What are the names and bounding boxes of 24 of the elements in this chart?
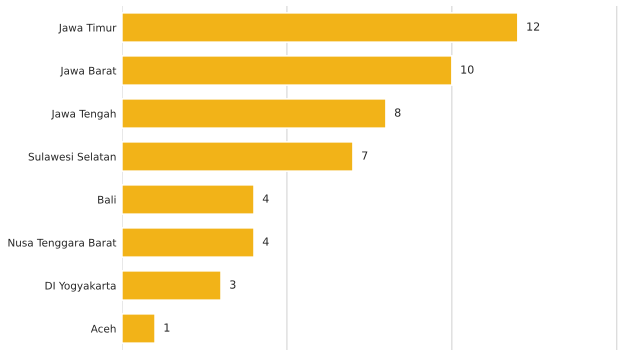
bar	[122, 141, 354, 172]
data-label: 4	[262, 194, 269, 203]
bar	[122, 98, 387, 129]
y-tick-label: Bali	[98, 196, 116, 204]
y-tick-label: Aceh	[90, 324, 116, 333]
bar	[122, 313, 156, 344]
data-label: 3	[230, 280, 236, 289]
bar	[122, 55, 452, 86]
data-label: 10	[461, 65, 474, 74]
y-tick-label: Jawa Tengah	[51, 110, 116, 120]
data-label: 4	[262, 237, 269, 246]
bar	[122, 184, 255, 215]
bar	[122, 12, 518, 43]
y-tick-label: Nusa Tenggara Barat	[8, 238, 116, 249]
data-label: 8	[394, 108, 400, 117]
y-tick-label: Sulawesi Selatan	[28, 152, 116, 161]
data-label: 12	[527, 22, 540, 31]
y-tick-label: Jawa Timur	[58, 24, 116, 34]
bar	[122, 270, 222, 301]
data-label: 7	[362, 151, 368, 160]
y-tick-label: DI Yogyakarta	[46, 282, 116, 292]
y-tick-label: Jawa Barat	[60, 66, 116, 77]
data-label: 1	[164, 323, 170, 332]
bar	[122, 227, 255, 258]
